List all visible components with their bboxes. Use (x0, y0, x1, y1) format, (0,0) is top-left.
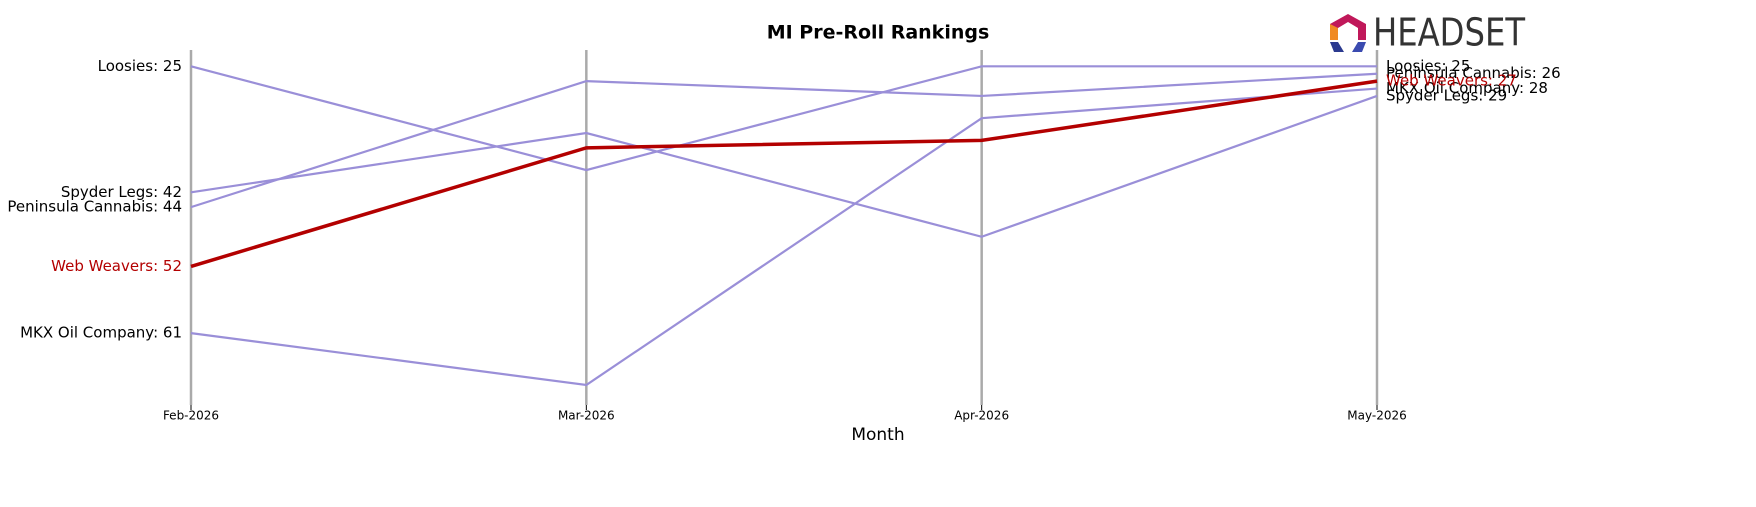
rank-label: Spyder Legs: 29 (1386, 86, 1507, 104)
logo: HEADSET (1330, 11, 1525, 55)
x-tick-label: Feb-2026 (163, 409, 219, 423)
rank-label: Peninsula Cannabis: 26 (1386, 64, 1561, 82)
series-line (190, 94, 1378, 238)
rank-label: Web Weavers: 52 (51, 257, 182, 275)
series-line (190, 72, 1378, 209)
logo-text: HEADSET (1373, 11, 1525, 55)
rank-label: Loosies: 25 (98, 57, 182, 75)
logo-icon-br (1352, 42, 1366, 52)
logo-icon-bl (1330, 42, 1344, 52)
series-line (190, 87, 1378, 387)
x-tick-label: Apr-2026 (954, 409, 1009, 423)
rank-label: Peninsula Cannabis: 44 (7, 198, 182, 216)
series-line (190, 79, 1378, 269)
rank-label: MKX Oil Company: 28 (1386, 79, 1548, 97)
logo-icon-top (1330, 14, 1366, 40)
rank-label: Web Weavers: 27 (1386, 72, 1517, 90)
chart-title: MI Pre-Roll Rankings (767, 22, 990, 44)
x-tick-label: May-2026 (1347, 409, 1406, 423)
rank-label: MKX Oil Company: 61 (20, 324, 182, 342)
rank-label: Loosies: 25 (1386, 57, 1470, 75)
rank-label: Spyder Legs: 42 (61, 183, 182, 201)
x-axis-label: Month (851, 425, 904, 445)
x-tick-label: Mar-2026 (558, 409, 615, 423)
logo-icon-left (1330, 24, 1338, 40)
series-line (190, 65, 1377, 172)
